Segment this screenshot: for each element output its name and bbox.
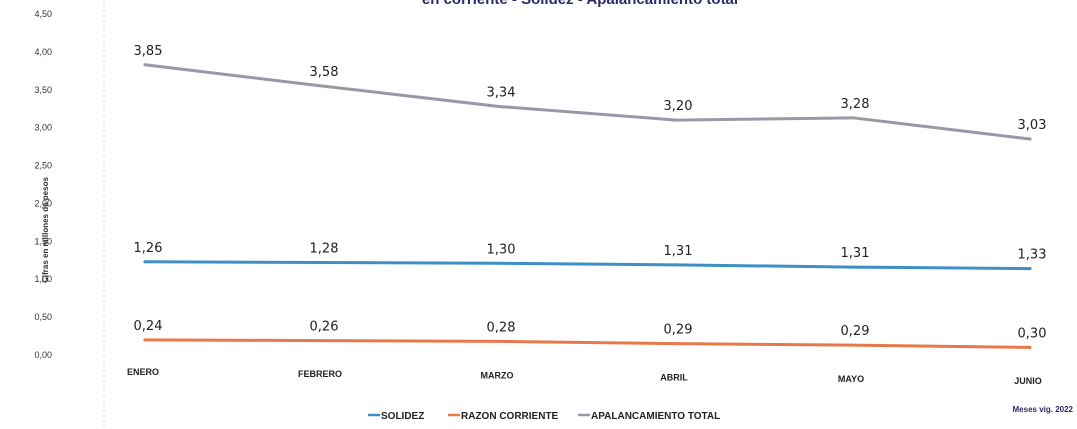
- data-label: 1,28: [310, 242, 339, 257]
- y-tick-label: 0,50: [34, 312, 52, 322]
- series-line-0: [143, 260, 1032, 271]
- x-axis: ENERO FEBRERO MARZO ABRIL MAYO JUNIO: [127, 367, 1042, 386]
- data-label: 0,29: [664, 323, 693, 338]
- data-label: 3,20: [664, 99, 693, 114]
- x-tick-label: MARZO: [481, 371, 514, 381]
- data-label: 1,26: [134, 241, 163, 256]
- data-label: 0,26: [310, 320, 339, 335]
- data-label: 3,28: [841, 97, 870, 112]
- y-axis-label: Cifras en millones de pesos: [41, 177, 50, 283]
- legend: SOLIDEZ RAZON CORRIENTE APALANCAMIENTO TOT…: [368, 411, 720, 422]
- y-tick-label: 4,00: [34, 47, 52, 57]
- x-tick-label: MAYO: [838, 374, 864, 384]
- chart-title: en corriente - Solidez - Apalancamiento …: [422, 0, 738, 8]
- data-point: [320, 84, 324, 88]
- series-line-1: [143, 338, 1032, 349]
- y-tick-label: 1,50: [34, 236, 52, 246]
- data-point: [320, 261, 324, 265]
- legend-label: SOLIDEZ: [381, 411, 424, 422]
- y-tick-label: 3,50: [34, 85, 52, 95]
- x-tick-label: JUNIO: [1014, 376, 1042, 386]
- data-point: [320, 339, 324, 343]
- data-label: 0,30: [1018, 326, 1047, 341]
- data-labels: 1,26 1,28 1,30 1,31 1,31 1,33 0,24 0,26 0,28 0,29…: [134, 44, 1047, 342]
- data-label: 1,31: [664, 244, 693, 259]
- data-label: 3,58: [310, 65, 339, 80]
- data-label: 0,29: [841, 324, 870, 339]
- data-point: [497, 339, 501, 343]
- data-point: [1028, 267, 1032, 271]
- data-label: 3,85: [134, 44, 163, 59]
- y-tick-label: 0,00: [34, 350, 52, 360]
- legend-label: RAZON CORRIENTE: [461, 411, 559, 422]
- x-axis-label: Meses vig. 2022: [1013, 405, 1074, 414]
- data-point: [143, 338, 147, 342]
- data-point: [497, 104, 501, 108]
- data-label: 1,30: [487, 242, 516, 257]
- x-tick-label: ABRIL: [660, 372, 688, 382]
- y-axis: 0,00 0,50 1,00 1,50 2,00 2,50 3,00 3,50 4,00 4,50: [34, 9, 52, 360]
- data-point: [143, 260, 147, 264]
- data-label: 3,03: [1018, 118, 1047, 133]
- series-lines: [143, 63, 1032, 349]
- x-tick-label: FEBRERO: [298, 369, 342, 379]
- y-tick-label: 4,50: [34, 9, 52, 19]
- data-label: 0,28: [487, 320, 516, 335]
- y-tick-label: 2,00: [34, 198, 52, 208]
- y-tick-label: 2,50: [34, 161, 52, 171]
- data-label: 3,34: [487, 85, 516, 100]
- data-point: [1028, 137, 1032, 141]
- legend-label: APALANCAMIENTO TOTAL: [591, 411, 720, 422]
- legend-item: RAZON CORRIENTE: [448, 411, 559, 422]
- series-line-2: [143, 63, 1032, 141]
- data-label: 1,31: [841, 246, 870, 261]
- data-label: 0,24: [134, 319, 163, 334]
- legend-item: SOLIDEZ: [368, 411, 424, 422]
- x-tick-label: ENERO: [127, 367, 159, 377]
- data-point: [851, 116, 855, 120]
- data-point: [497, 261, 501, 265]
- y-tick-label: 3,00: [34, 123, 52, 133]
- y-tick-label: 1,00: [34, 274, 52, 284]
- data-point: [674, 263, 678, 267]
- legend-item: APALANCAMIENTO TOTAL: [578, 411, 720, 422]
- data-label: 1,33: [1018, 248, 1047, 263]
- data-point: [674, 118, 678, 122]
- data-point: [1028, 345, 1032, 349]
- data-point: [674, 342, 678, 346]
- data-point: [851, 265, 855, 269]
- data-point: [143, 63, 147, 67]
- data-point: [851, 343, 855, 347]
